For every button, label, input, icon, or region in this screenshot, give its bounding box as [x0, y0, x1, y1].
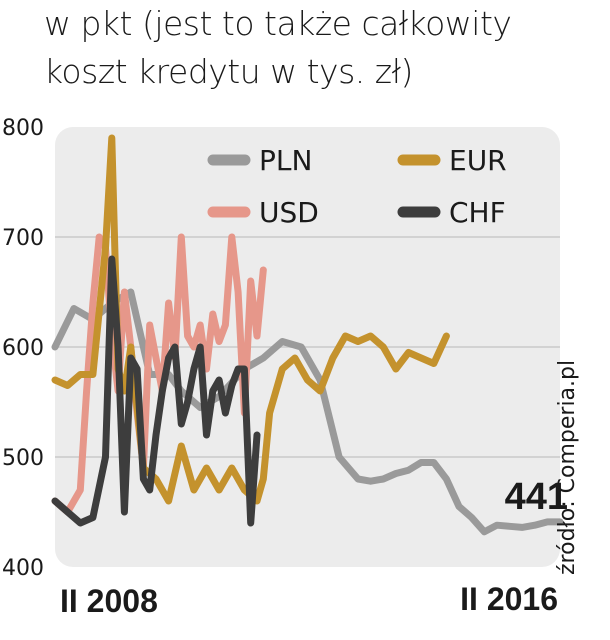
subtitle-line-2: koszt kredytu w tys. zł)	[44, 52, 413, 91]
x-label-end: II 2016	[460, 581, 558, 617]
y-tick-label: 400	[2, 556, 44, 581]
legend-label-chf: CHF	[449, 196, 506, 229]
legend-label-usd: USD	[259, 196, 319, 229]
y-tick-label: 700	[2, 226, 44, 251]
x-label-start: II 2008	[60, 583, 158, 619]
series-line-usd	[51, 233, 267, 516]
subtitle-line-1: w pkt (jest to także całkowity	[44, 4, 512, 43]
y-tick-label: 800	[2, 116, 44, 141]
y-tick-label: 500	[2, 446, 44, 471]
legend-label-eur: EUR	[449, 144, 507, 177]
source-label: źródło: Comperia.pl	[555, 359, 580, 575]
series-line-chf	[51, 255, 261, 527]
y-tick-label: 600	[2, 336, 44, 361]
last-value-label: 441	[505, 476, 568, 518]
legend-label-pln: PLN	[259, 144, 312, 177]
chart-subtitle: w pkt (jest to także całkowity koszt kre…	[44, 0, 604, 96]
